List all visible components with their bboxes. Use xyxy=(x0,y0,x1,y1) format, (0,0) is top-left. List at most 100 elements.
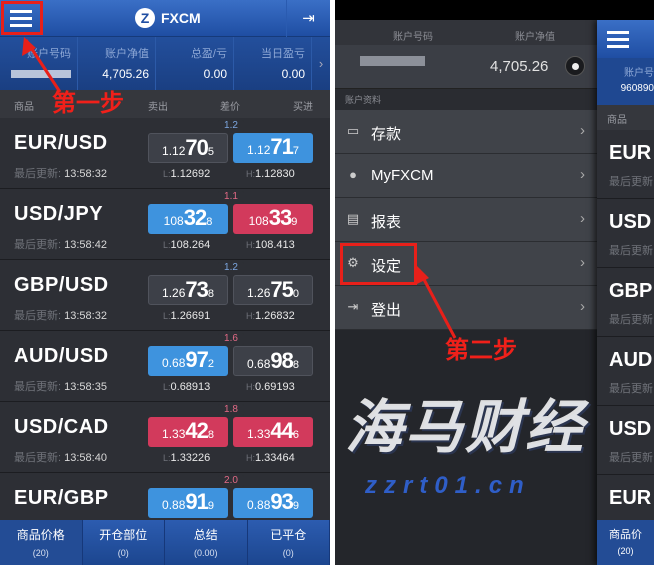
tab-count: (20) xyxy=(32,548,49,558)
peek-row: GBP 最后更新 xyxy=(597,268,654,337)
tab-label: 商品价格 xyxy=(16,528,65,542)
symbol: GBP/USD xyxy=(14,274,109,296)
value: 960890 xyxy=(620,83,654,94)
sell-price-button[interactable]: 108328 xyxy=(148,204,228,234)
price-pips: 75 xyxy=(270,277,294,302)
trading-screen: Z FXCM ⇥ 账户号码 账户净值 4,705.26 总盈/亏 0.00 当日盈亏 0… xyxy=(0,0,330,565)
peek-row: USD 最后更新 xyxy=(597,406,654,475)
gear-icon: ⚙ xyxy=(347,255,359,270)
watermark: 海马财经 xyxy=(345,395,586,460)
value: 0.00 xyxy=(203,67,227,81)
chevron-right-icon[interactable]: › xyxy=(318,56,324,71)
menu-item-3[interactable]: ⚙ 设定 › xyxy=(335,242,597,286)
menu-item-0[interactable]: ▭ 存款 › xyxy=(335,110,597,154)
menu-item-2[interactable]: ▤ 报表 › xyxy=(335,198,597,242)
label: 账户净值 xyxy=(515,32,555,43)
logout-icon[interactable]: ⇥ xyxy=(286,0,330,37)
price-fraction: 8 xyxy=(206,216,213,228)
buy-price-button[interactable]: 1.33446 xyxy=(233,417,313,447)
sell-price-button[interactable]: 0.88919 xyxy=(148,488,228,518)
spread: 1.6 xyxy=(218,333,244,345)
buy-price-button[interactable]: 0.68988 xyxy=(233,346,313,376)
status-bar xyxy=(335,0,654,20)
col-sell[interactable]: 卖出 xyxy=(148,102,168,113)
symbol: GBP xyxy=(609,280,653,302)
tab-1[interactable]: 开仓部位 (0) xyxy=(83,520,165,565)
label: H: xyxy=(246,453,255,463)
label: L: xyxy=(163,382,171,392)
menu-label: MyFXCM xyxy=(371,167,434,184)
quote-row[interactable]: USD/JPY 最后更新: 13:58:42 108328 108339 1.1… xyxy=(0,189,330,260)
chevron-right-icon: › xyxy=(580,254,585,271)
col-product[interactable]: 商品 xyxy=(14,102,34,113)
menu-item-4[interactable]: ⇥ 登出 › xyxy=(335,286,597,330)
tab-count: (0) xyxy=(117,548,129,558)
price-prefix: 0.88 xyxy=(247,498,271,512)
symbol: EUR xyxy=(609,142,652,164)
symbol: EUR/GBP xyxy=(14,487,109,509)
menu-header: 账户号码 账户净值 xyxy=(335,20,597,45)
tab-3[interactable]: 已平仓 (0) xyxy=(248,520,330,565)
sell-price-button[interactable]: 1.12705 xyxy=(148,133,228,163)
user-icon: ● xyxy=(349,167,357,182)
col-buy[interactable]: 买进 xyxy=(293,102,313,113)
tab-label: 已平仓 xyxy=(270,528,307,542)
peek-account: 账户号 960890 xyxy=(597,58,654,105)
last-update: 最后更新: 13:58:32 xyxy=(14,307,107,323)
card-icon: ▭ xyxy=(346,123,360,138)
high-price: H:1.26832 xyxy=(246,310,295,322)
hamburger-icon[interactable] xyxy=(601,25,635,53)
blurred-account-number xyxy=(360,56,425,66)
price-fraction: 8 xyxy=(207,429,214,441)
buy-price-button[interactable]: 108339 xyxy=(233,204,313,234)
buy-price-button[interactable]: 1.12717 xyxy=(233,133,313,163)
tab-2[interactable]: 总结 (0.00) xyxy=(165,520,248,565)
label: 账户号 xyxy=(624,68,654,79)
quote-row[interactable]: USD/CAD 最后更新: 13:58:40 1.33428 1.33446 1… xyxy=(0,402,330,473)
value: 1.33226 xyxy=(170,452,211,464)
tab-0[interactable]: 商品价格 (20) xyxy=(0,520,83,565)
price-pips: 42 xyxy=(185,418,209,443)
price-fraction: 5 xyxy=(207,146,214,158)
equity-value: 4,705.26 xyxy=(490,58,549,75)
label: 最后更新 xyxy=(609,176,653,188)
spread: 1.8 xyxy=(218,404,244,416)
sell-price-button[interactable]: 1.26738 xyxy=(148,275,228,305)
annotation-box-settings xyxy=(340,243,417,285)
menu-item-1[interactable]: ● MyFXCM › xyxy=(335,154,597,198)
quote-row[interactable]: EUR/USD 最后更新: 13:58:32 1.12705 1.12717 1… xyxy=(0,118,330,189)
fxcm-logo: Z FXCM xyxy=(135,8,201,28)
total-pl: 总盈/亏 0.00 xyxy=(156,37,234,90)
buy-price-button[interactable]: 0.88939 xyxy=(233,488,313,518)
price-prefix: 0.68 xyxy=(162,356,186,370)
toggle-icon[interactable] xyxy=(565,56,585,76)
sell-price-button[interactable]: 1.33428 xyxy=(148,417,228,447)
label: L: xyxy=(163,240,171,250)
col-spread[interactable]: 差价 xyxy=(220,102,240,113)
quote-row[interactable]: GBP/USD 最后更新: 13:58:32 1.26738 1.26750 1… xyxy=(0,260,330,331)
high-price: H:1.33464 xyxy=(246,452,295,464)
spread: 1.1 xyxy=(218,191,244,203)
price-prefix: 1.26 xyxy=(247,286,271,300)
daily-pl: 当日盈亏 0.00 xyxy=(234,37,312,90)
price-prefix: 108 xyxy=(248,214,269,228)
price-pips: 93 xyxy=(270,489,294,514)
value: 1.26832 xyxy=(255,310,295,322)
label: 账户净值 xyxy=(105,48,149,60)
sell-price-button[interactable]: 0.68972 xyxy=(148,346,228,376)
main-screen-peek[interactable]: 账户号 960890 商品 EUR 最后更新 USD 最后更新 GBP 最后更新 AUD 最后更新… xyxy=(597,20,654,565)
price-pips: 33 xyxy=(268,205,293,230)
quote-row[interactable]: AUD/USD 最后更新: 13:58:35 0.68972 0.68988 1… xyxy=(0,331,330,402)
label: 最后更新: xyxy=(14,310,62,322)
label: 总盈/亏 xyxy=(190,48,227,60)
step1-label: 第一步 xyxy=(52,90,124,117)
value: 108.413 xyxy=(255,239,295,251)
label: H: xyxy=(246,311,255,321)
value: 1.12830 xyxy=(255,168,295,180)
buy-price-button[interactable]: 1.26750 xyxy=(233,275,313,305)
value: 0.68913 xyxy=(170,381,211,393)
app-title: FXCM xyxy=(161,10,201,26)
hamburger-icon[interactable] xyxy=(4,4,38,32)
tab-count: (20) xyxy=(617,546,634,556)
tab-label: 总结 xyxy=(193,528,218,542)
